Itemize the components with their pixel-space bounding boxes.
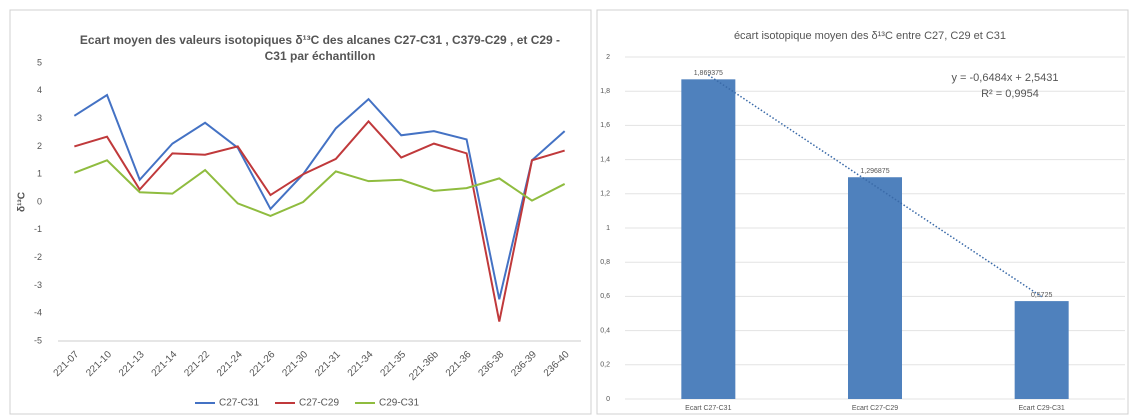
y-tick-label: 2: [606, 54, 610, 61]
y-tick-label: 1: [606, 225, 610, 232]
x-tick-label: Ecart C27-C31: [685, 405, 731, 412]
x-tick-label: 221-13: [117, 349, 147, 379]
y-tick-label: 1,4: [600, 156, 610, 163]
series-line: [73, 93, 566, 300]
y-tick-label: 2: [37, 141, 42, 151]
y-tick-label: -5: [34, 335, 42, 345]
y-tick-label: 0,6: [600, 293, 610, 300]
y-axis-label: δ¹³C: [17, 192, 28, 212]
x-tick-label: 221-34: [346, 349, 376, 379]
y-tick-label: -2: [34, 252, 42, 262]
bar: [1014, 301, 1069, 399]
bar: [681, 79, 736, 399]
trendline: [707, 74, 1043, 298]
x-tick-label: 221-14: [150, 349, 180, 379]
y-tick-label: 0: [37, 196, 42, 206]
y-tick-label: 1,8: [600, 88, 610, 95]
chart-title: écart isotopique moyen des δ¹³C entre C2…: [733, 30, 1007, 42]
panel: [9, 9, 592, 415]
x-tick-label: Ecart C29-C31: [1019, 405, 1065, 412]
y-tick-label: 1,6: [600, 122, 610, 129]
bar: [848, 177, 902, 399]
y-tick-label: 0: [606, 396, 610, 403]
y-tick-label: 5: [37, 57, 42, 67]
y-tick-label: 3: [37, 113, 42, 123]
x-tick-label: 236-38: [476, 349, 506, 379]
x-tick-label: 221-22: [182, 349, 212, 379]
legend-label: C29-C31: [379, 398, 419, 409]
data-label: 1,869375: [694, 70, 723, 77]
x-tick-label: 221-30: [280, 349, 310, 379]
y-tick-label: 1,2: [600, 191, 610, 198]
y-tick-label: 0,4: [600, 327, 610, 334]
x-tick-label: 221-07: [52, 349, 82, 379]
chart-title: Ecart moyen des valeurs isotopiques δ¹³C…: [79, 33, 561, 63]
y-tick-label: -4: [34, 308, 42, 318]
x-tick-label: 221-24: [215, 349, 245, 379]
y-tick-label: 0,8: [600, 259, 610, 266]
x-tick-label: 236-39: [509, 349, 539, 379]
x-tick-label: Ecart C27-C29: [852, 405, 898, 412]
y-tick-label: 1: [37, 169, 42, 179]
legend-label: C27-C29: [299, 398, 339, 409]
trendline-r2: R² = 0,9954: [981, 88, 1039, 100]
data-label: 0,5725: [1031, 292, 1053, 299]
series-line: [73, 159, 566, 217]
x-tick-label: 221-36b: [407, 349, 441, 383]
trendline-equation: y = -0,6484x + 2,5431: [951, 72, 1058, 84]
x-tick-label: 236-40: [542, 349, 572, 379]
x-tick-label: 221-36: [444, 349, 474, 379]
series-line: [74, 119, 565, 322]
x-tick-label: 221-10: [84, 349, 114, 379]
legend-label: C27-C31: [219, 398, 259, 409]
x-tick-label: 221-35: [378, 349, 408, 379]
panel: [596, 9, 1129, 415]
y-tick-label: 0,2: [600, 362, 610, 369]
x-tick-label: 221-26: [248, 349, 278, 379]
data-label: 1,296875: [860, 168, 889, 175]
y-tick-label: -3: [34, 280, 42, 290]
x-tick-label: 221-31: [313, 349, 343, 379]
y-tick-label: -1: [34, 224, 42, 234]
y-tick-label: 4: [37, 85, 42, 95]
